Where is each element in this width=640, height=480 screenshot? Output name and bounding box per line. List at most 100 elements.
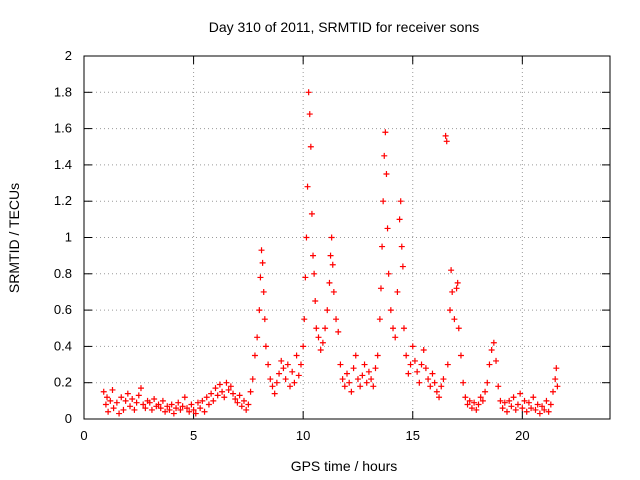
data-point	[475, 401, 482, 408]
data-point	[257, 274, 264, 281]
data-point	[159, 397, 166, 404]
data-point	[188, 401, 195, 408]
data-point	[479, 397, 486, 404]
data-point	[212, 385, 219, 392]
x-tick-label: 5	[190, 428, 197, 443]
data-point	[539, 403, 546, 410]
data-point	[256, 307, 263, 314]
data-point	[216, 381, 223, 388]
data-point	[205, 401, 212, 408]
data-point	[468, 405, 475, 412]
x-tick-label: 10	[296, 428, 310, 443]
data-point	[155, 401, 162, 408]
data-point	[324, 307, 331, 314]
data-point	[260, 288, 267, 295]
data-point	[390, 325, 397, 332]
data-point	[116, 410, 123, 417]
data-point	[254, 334, 261, 341]
data-point	[554, 383, 561, 390]
data-point	[269, 383, 276, 390]
data-point	[354, 376, 361, 383]
data-point	[186, 408, 193, 415]
data-point	[337, 361, 344, 368]
data-point	[536, 410, 543, 417]
data-point	[484, 379, 491, 386]
data-point	[532, 406, 539, 413]
data-point	[357, 383, 364, 390]
data-point	[460, 379, 467, 386]
data-point	[273, 379, 280, 386]
data-point	[181, 394, 188, 401]
data-point	[267, 376, 274, 383]
data-point	[403, 352, 410, 359]
data-point	[455, 325, 462, 332]
data-point	[454, 279, 461, 286]
data-point	[416, 379, 423, 386]
data-point	[503, 408, 510, 415]
data-point	[219, 388, 226, 395]
data-point	[210, 397, 217, 404]
x-axis-ticks: 0 5 10 15 20	[80, 56, 530, 443]
y-tick-label: 0.2	[54, 375, 72, 390]
data-point	[335, 328, 342, 335]
data-point	[431, 379, 438, 386]
data-point	[319, 339, 326, 346]
data-point	[307, 143, 314, 150]
y-tick-label: 1	[65, 230, 72, 245]
data-point	[225, 386, 232, 393]
data-point	[462, 394, 469, 401]
data-point	[302, 274, 309, 281]
data-point	[385, 270, 392, 277]
data-point	[457, 352, 464, 359]
y-tick-label: 1.8	[54, 84, 72, 99]
data-point	[514, 401, 521, 408]
data-point	[238, 403, 245, 410]
data-point	[122, 397, 129, 404]
data-point	[397, 198, 404, 205]
y-tick-label: 1.4	[54, 157, 72, 172]
data-point	[552, 376, 559, 383]
data-point	[499, 405, 506, 412]
y-tick-label: 1.6	[54, 121, 72, 136]
data-point	[177, 406, 184, 413]
data-point	[287, 383, 294, 390]
data-point	[110, 405, 117, 412]
data-point	[399, 263, 406, 270]
data-point	[547, 401, 554, 408]
data-point	[418, 361, 425, 368]
data-point	[411, 357, 418, 364]
data-point	[284, 361, 291, 368]
data-point	[523, 408, 530, 415]
data-point	[361, 361, 368, 368]
data-point	[230, 390, 237, 397]
data-point	[429, 370, 436, 377]
data-point	[179, 403, 186, 410]
data-point	[295, 372, 302, 379]
data-point	[414, 368, 421, 375]
data-point	[129, 396, 136, 403]
data-point	[127, 403, 134, 410]
data-point	[151, 396, 158, 403]
data-point	[328, 234, 335, 241]
y-tick-label: 0.8	[54, 266, 72, 281]
data-point	[422, 365, 429, 372]
data-point	[124, 390, 131, 397]
data-point	[359, 372, 366, 379]
data-point	[394, 288, 401, 295]
data-point	[322, 325, 329, 332]
data-point	[550, 388, 557, 395]
data-point	[521, 397, 528, 404]
data-point	[227, 383, 234, 390]
data-point	[312, 298, 319, 305]
data-point	[433, 388, 440, 395]
data-point	[240, 397, 247, 404]
data-point	[109, 386, 116, 393]
data-point	[258, 247, 265, 254]
data-point	[194, 399, 201, 406]
data-point	[148, 406, 155, 413]
data-point	[447, 307, 454, 314]
data-point	[166, 406, 173, 413]
data-point	[278, 357, 285, 364]
data-point	[306, 111, 313, 118]
data-point	[352, 352, 359, 359]
